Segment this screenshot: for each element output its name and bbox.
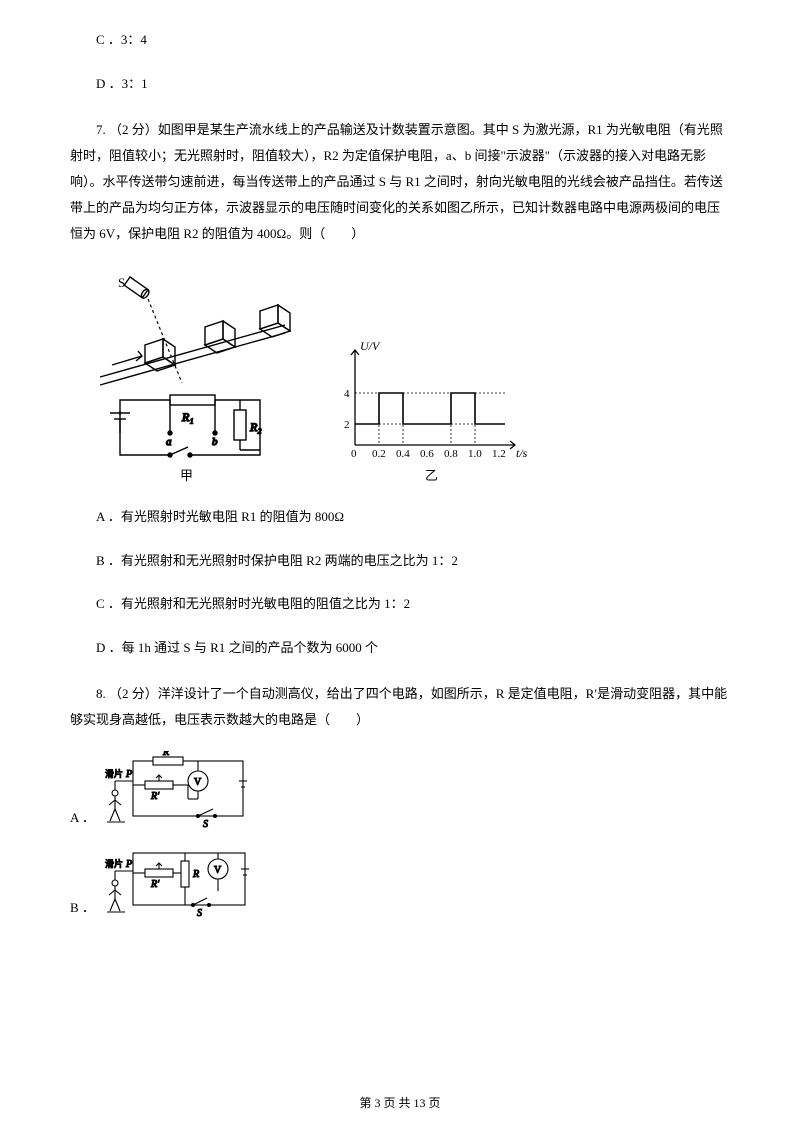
svg-text:0.4: 0.4 — [396, 448, 410, 460]
svg-text:U/V: U/V — [360, 339, 381, 353]
svg-text:a: a — [166, 436, 172, 448]
page-footer: 第 3 页 共 13 页 — [0, 1094, 800, 1112]
svg-text:S: S — [203, 819, 208, 830]
svg-text:2: 2 — [344, 419, 350, 431]
svg-text:R': R' — [150, 791, 160, 802]
q6-option-c: C ．3：4 — [70, 30, 730, 50]
svg-text:1.2: 1.2 — [492, 448, 506, 460]
q7-figures: S R₁ a b — [90, 265, 730, 485]
q7-option-d: D ．每 1h 通过 S 与 R1 之间的产品个数为 6000 个 — [70, 638, 730, 658]
q7-option-a: A ．有光照射时光敏电阻 R1 的阻值为 800Ω — [70, 507, 730, 527]
q6-option-d: D ．3：1 — [70, 74, 730, 94]
svg-text:乙: 乙 — [425, 468, 438, 483]
svg-text:0: 0 — [351, 448, 357, 460]
q8-label-a: A ． — [70, 808, 95, 828]
svg-text:t/s: t/s — [516, 446, 528, 460]
q8-prompt: 8. （2 分）洋洋设计了一个自动测高仪，给出了四个电路，如图所示，R 是定值电… — [70, 681, 730, 733]
q8-circuit-a: 滑片 P R R' V — [103, 751, 253, 831]
svg-text:R': R' — [150, 879, 160, 890]
svg-text:0.2: 0.2 — [372, 448, 386, 460]
svg-text:4: 4 — [344, 388, 350, 400]
svg-text:1.0: 1.0 — [468, 448, 482, 460]
svg-text:V: V — [214, 865, 222, 876]
svg-text:S: S — [197, 908, 202, 919]
q8-label-b: B ． — [70, 898, 95, 918]
q7-figure-jia: S R₁ a b — [90, 265, 300, 485]
svg-text:R₁: R₁ — [181, 410, 194, 424]
svg-text:滑片: 滑片 — [105, 858, 123, 869]
svg-text:R: R — [192, 869, 199, 880]
svg-text:0.8: 0.8 — [444, 448, 458, 460]
q7-option-c: C ．有光照射和无光照射时光敏电阻的阻值之比为 1：2 — [70, 594, 730, 614]
svg-text:P: P — [125, 859, 132, 870]
q8-circuit-b: 滑片 P R' R V — [103, 841, 253, 921]
svg-text:甲: 甲 — [180, 468, 193, 483]
svg-text:V: V — [194, 777, 202, 788]
q7-prompt: 7. （2 分）如图甲是某生产流水线上的产品输送及计数装置示意图。其中 S 为激… — [70, 117, 730, 247]
svg-text:0.6: 0.6 — [420, 448, 434, 460]
svg-text:S: S — [118, 275, 125, 290]
svg-text:b: b — [212, 436, 218, 448]
q8-figures: A ． 滑片 P R — [70, 751, 730, 921]
svg-text:R: R — [162, 751, 169, 758]
svg-text:R₂: R₂ — [249, 420, 262, 434]
q7-figure-yi: U/V t/s 2 4 0 0.2 0.4 0.6 0.8 1.0 1.2 乙 — [330, 335, 530, 485]
q7-option-b: B ．有光照射和无光照射时保护电阻 R2 两端的电压之比为 1：2 — [70, 551, 730, 571]
svg-text:滑片: 滑片 — [105, 768, 123, 779]
svg-text:P: P — [125, 769, 132, 780]
